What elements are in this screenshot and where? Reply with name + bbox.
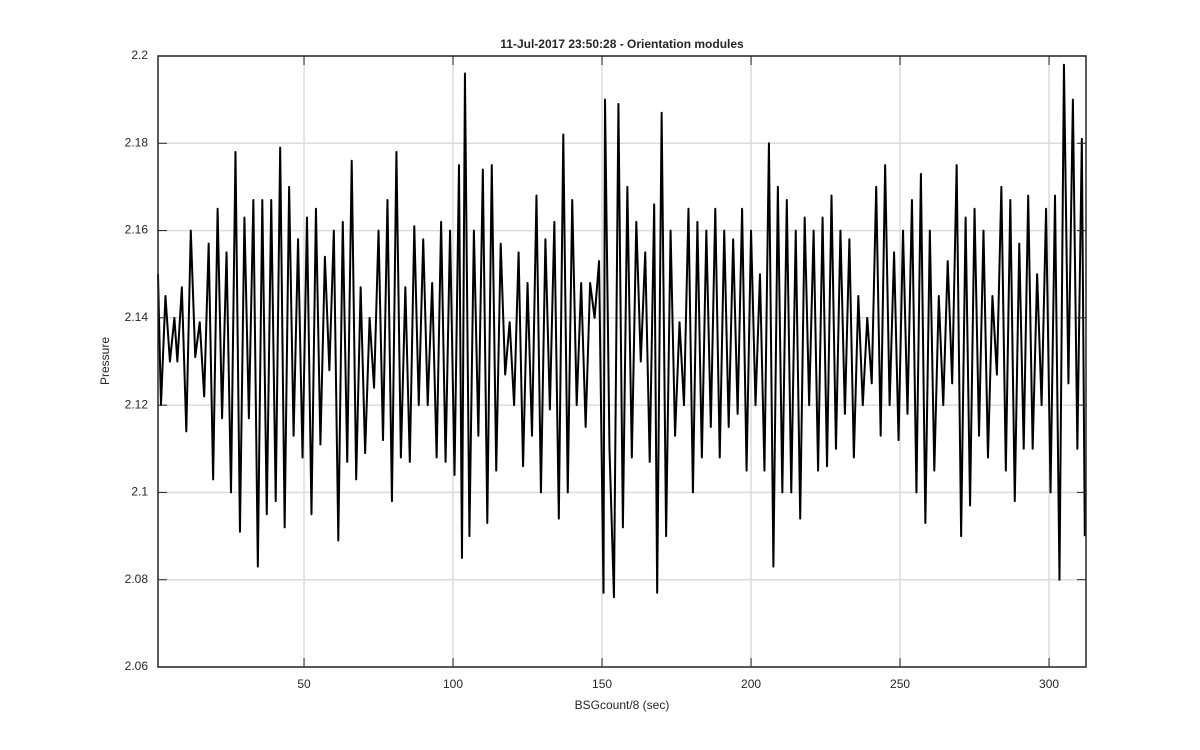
x-tick-label: 150 — [592, 677, 612, 691]
y-tick-label: 2.1 — [131, 485, 148, 499]
x-axis-label: BSGcount/8 (sec) — [575, 698, 670, 712]
y-tick-label: 2.16 — [125, 223, 149, 237]
y-tick-label: 2.2 — [131, 48, 148, 62]
y-tick-label: 2.14 — [125, 310, 149, 324]
x-tick-label: 200 — [741, 677, 761, 691]
x-tick-label: 50 — [297, 677, 311, 691]
data-line — [157, 63, 1086, 599]
y-tick-label: 2.08 — [125, 572, 149, 586]
plot-lines — [157, 63, 1086, 599]
y-tick-label: 2.12 — [125, 397, 149, 411]
y-tick-label: 2.06 — [125, 659, 149, 673]
chart-title: 11-Jul-2017 23:50:28 - Orientation modul… — [500, 37, 744, 51]
x-tick-label: 250 — [890, 677, 910, 691]
y-axis-label: Pressure — [98, 337, 112, 385]
x-tick-label: 300 — [1039, 677, 1059, 691]
x-tick-label: 100 — [443, 677, 463, 691]
plot-frame — [157, 55, 1087, 668]
y-tick-label: 2.18 — [125, 135, 149, 149]
